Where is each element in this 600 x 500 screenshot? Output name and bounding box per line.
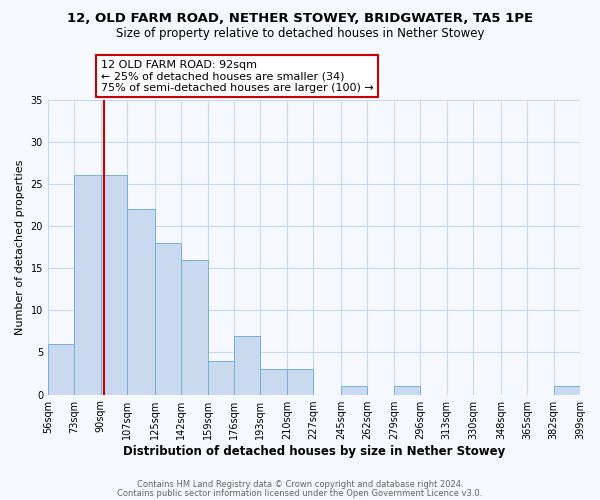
Text: 12, OLD FARM ROAD, NETHER STOWEY, BRIDGWATER, TA5 1PE: 12, OLD FARM ROAD, NETHER STOWEY, BRIDGW… (67, 12, 533, 26)
Y-axis label: Number of detached properties: Number of detached properties (15, 160, 25, 334)
Bar (341, 386, 367, 394)
Text: Size of property relative to detached houses in Nether Stowey: Size of property relative to detached ho… (116, 28, 484, 40)
Bar (554, 386, 580, 394)
Bar (260, 370, 287, 394)
Bar (74, 176, 101, 394)
Bar (208, 361, 234, 394)
Bar (234, 336, 260, 394)
Bar (127, 209, 155, 394)
Bar (287, 370, 313, 394)
Text: 12 OLD FARM ROAD: 92sqm
← 25% of detached houses are smaller (34)
75% of semi-de: 12 OLD FARM ROAD: 92sqm ← 25% of detache… (101, 60, 373, 93)
X-axis label: Distribution of detached houses by size in Nether Stowey: Distribution of detached houses by size … (123, 444, 505, 458)
Text: Contains public sector information licensed under the Open Government Licence v3: Contains public sector information licen… (118, 488, 482, 498)
Bar (48, 344, 74, 395)
Bar (101, 176, 127, 394)
Text: Contains HM Land Registry data © Crown copyright and database right 2024.: Contains HM Land Registry data © Crown c… (137, 480, 463, 489)
Bar (394, 386, 420, 394)
Bar (181, 260, 208, 394)
Bar (155, 243, 181, 394)
